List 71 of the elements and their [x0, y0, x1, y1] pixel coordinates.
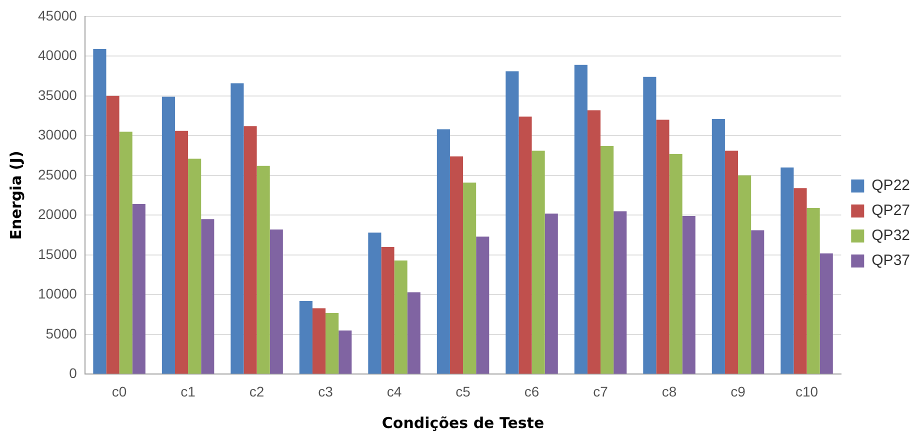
x-axis-title: Condições de Teste [382, 414, 544, 432]
x-tick-label: c7 [593, 383, 608, 400]
bar [256, 166, 270, 374]
bar [93, 49, 106, 374]
bar [132, 204, 146, 374]
bar [188, 158, 202, 374]
bar [506, 71, 519, 374]
bar [614, 211, 627, 374]
y-tick-label: 0 [69, 365, 78, 382]
bar [106, 96, 120, 374]
y-tick-label: 15000 [38, 246, 78, 262]
bar [656, 120, 670, 374]
bar [394, 260, 408, 374]
y-tick-label: 35000 [38, 86, 78, 103]
x-tick-label: c0 [112, 383, 127, 400]
y-tick-label: 45000 [38, 7, 78, 24]
bar [407, 292, 420, 374]
bar [806, 208, 820, 374]
legend-label: QP27 [872, 202, 910, 220]
bar [244, 126, 257, 374]
bar [587, 110, 601, 374]
x-tick-label: c1 [180, 383, 196, 400]
bar [119, 132, 132, 374]
bar [299, 301, 312, 374]
bar [532, 150, 545, 374]
bar [338, 330, 352, 374]
bar [162, 96, 175, 374]
bar [724, 150, 738, 374]
bar [476, 236, 490, 374]
bar [450, 156, 464, 374]
y-tick-label: 5000 [46, 325, 78, 342]
legend-label: QP37 [872, 252, 910, 270]
legend-label: QP32 [872, 227, 910, 244]
bar [436, 129, 450, 374]
bar [312, 308, 326, 374]
x-tick-label: c10 [795, 383, 818, 400]
bar [751, 230, 764, 374]
bar [518, 116, 532, 374]
bar [381, 246, 394, 374]
x-tick-label: c4 [386, 383, 402, 400]
y-tick-label: 10000 [38, 286, 78, 302]
x-tick-label: c2 [249, 383, 264, 400]
x-tick-label: c8 [662, 383, 677, 400]
y-tick-label: 25000 [38, 166, 78, 182]
bar [230, 83, 244, 374]
bar [820, 253, 833, 374]
bar [738, 175, 752, 374]
bar [682, 216, 696, 374]
bar [780, 167, 794, 374]
x-tick-label: c9 [730, 383, 746, 400]
legend-label: QP22 [872, 177, 910, 194]
bar [326, 312, 339, 374]
bar [270, 229, 283, 374]
bar [794, 188, 807, 374]
bar [712, 118, 725, 374]
y-axis-title: Energia (J) [6, 150, 25, 240]
bar [574, 64, 588, 374]
bar [643, 76, 656, 374]
y-tick-label: 30000 [38, 126, 78, 143]
y-tick-label: 40000 [38, 47, 78, 64]
bar [600, 146, 614, 374]
bar [463, 182, 476, 374]
bar [669, 154, 682, 374]
x-tick-label: c3 [318, 383, 334, 400]
x-tick-label: c5 [456, 383, 471, 400]
bar [174, 130, 188, 374]
bar [544, 214, 558, 374]
bar [201, 219, 214, 374]
x-tick-label: c6 [524, 383, 540, 400]
y-tick-label: 20000 [38, 206, 78, 222]
bar [368, 232, 382, 374]
